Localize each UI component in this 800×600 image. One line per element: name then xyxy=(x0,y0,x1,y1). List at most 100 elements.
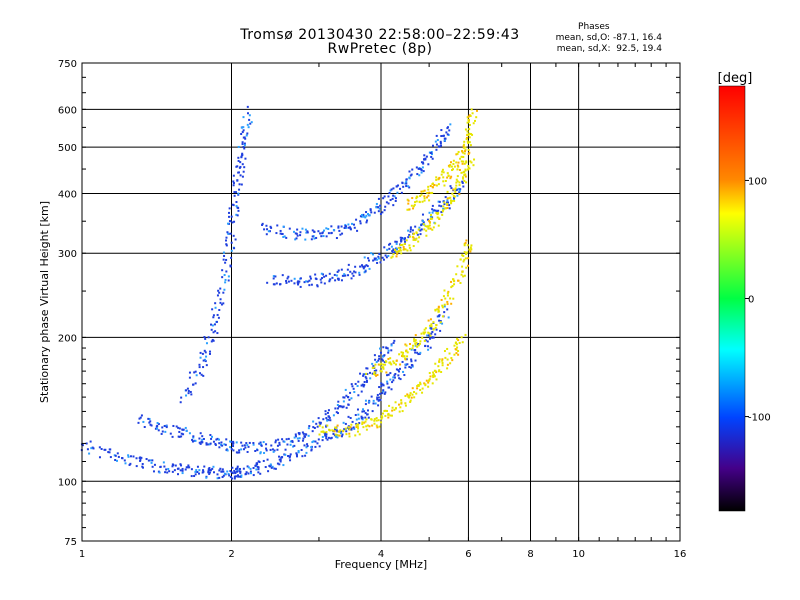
data-point xyxy=(380,421,383,424)
data-point xyxy=(266,458,269,461)
data-point xyxy=(322,229,325,232)
data-point xyxy=(415,166,418,169)
data-point xyxy=(352,426,355,429)
data-point xyxy=(288,227,291,230)
data-point xyxy=(345,226,348,229)
data-point xyxy=(429,218,432,221)
data-point xyxy=(420,193,423,196)
data-point xyxy=(342,429,345,432)
data-point xyxy=(388,386,391,389)
data-point xyxy=(443,201,446,204)
data-point xyxy=(316,442,319,445)
data-point xyxy=(437,224,440,227)
data-point xyxy=(227,232,230,235)
data-point xyxy=(138,417,141,420)
data-point xyxy=(85,442,88,445)
data-point xyxy=(390,388,393,391)
data-point xyxy=(342,396,345,399)
data-point xyxy=(114,459,117,462)
data-point xyxy=(246,123,249,126)
data-point xyxy=(332,432,335,435)
data-point xyxy=(399,378,402,381)
data-point xyxy=(458,168,461,171)
data-point xyxy=(401,182,404,185)
data-point xyxy=(254,464,257,467)
data-point xyxy=(311,229,314,232)
data-point xyxy=(328,416,331,419)
data-point xyxy=(164,471,167,474)
data-point xyxy=(405,178,408,181)
data-point xyxy=(403,374,406,377)
data-point xyxy=(427,163,430,166)
data-point xyxy=(396,253,399,256)
data-point xyxy=(382,363,385,366)
data-point xyxy=(432,321,435,324)
data-point xyxy=(210,328,213,331)
data-point xyxy=(361,423,364,426)
data-point xyxy=(188,376,191,379)
data-point xyxy=(405,358,408,361)
data-point xyxy=(405,180,408,183)
data-point xyxy=(340,435,343,438)
data-point xyxy=(395,185,398,188)
data-point xyxy=(420,161,423,164)
data-point xyxy=(387,349,390,352)
data-point xyxy=(430,192,433,195)
data-point xyxy=(246,112,249,115)
data-point xyxy=(456,180,459,183)
data-point xyxy=(173,469,176,472)
data-point xyxy=(426,196,429,199)
data-point xyxy=(272,277,275,280)
data-point xyxy=(436,213,439,216)
data-point xyxy=(196,470,199,473)
data-point xyxy=(211,338,214,341)
stats-o: mean, sd,O: -87.1, 16.4 xyxy=(555,33,662,43)
y-axis-label: Stationary phase Virtual Height [km] xyxy=(38,201,51,403)
data-point xyxy=(145,458,148,461)
data-point xyxy=(467,133,470,136)
data-point xyxy=(116,459,119,462)
data-point xyxy=(225,239,228,242)
data-point xyxy=(184,468,187,471)
data-points xyxy=(80,105,478,480)
data-point xyxy=(384,409,387,412)
data-point xyxy=(327,418,330,421)
data-point xyxy=(401,360,404,363)
data-point xyxy=(472,164,475,167)
data-point xyxy=(339,429,342,432)
data-point xyxy=(470,161,473,164)
data-point xyxy=(343,428,346,431)
data-point xyxy=(307,427,310,430)
data-point xyxy=(129,455,132,458)
data-point xyxy=(155,425,158,428)
data-point xyxy=(443,289,446,292)
data-point xyxy=(400,399,403,402)
y-tick-label: 500 xyxy=(58,143,77,154)
data-point xyxy=(190,468,193,471)
data-point xyxy=(385,371,388,374)
data-point xyxy=(236,465,239,468)
data-point xyxy=(460,160,463,163)
data-point xyxy=(379,392,382,395)
data-point xyxy=(397,246,400,249)
data-point xyxy=(298,432,301,435)
data-point xyxy=(453,165,456,168)
data-point xyxy=(243,136,246,139)
data-point xyxy=(424,344,427,347)
data-point xyxy=(357,394,360,397)
data-point xyxy=(334,407,337,410)
data-point xyxy=(239,471,242,474)
data-point xyxy=(219,467,222,470)
data-point xyxy=(369,209,372,212)
data-point xyxy=(412,205,415,208)
data-point xyxy=(410,358,413,361)
data-point xyxy=(466,168,469,171)
data-point xyxy=(233,194,236,197)
data-point xyxy=(441,358,444,361)
data-point xyxy=(379,351,382,354)
data-point xyxy=(406,208,409,211)
data-point xyxy=(184,426,187,429)
data-point xyxy=(435,210,438,213)
data-point xyxy=(393,374,396,377)
